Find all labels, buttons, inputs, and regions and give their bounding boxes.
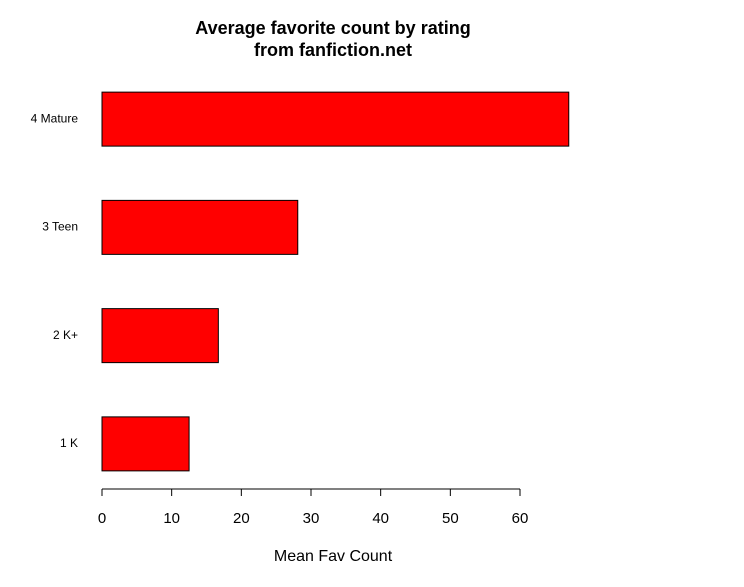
- bar: [101, 416, 190, 472]
- y-tick-label: 1 K: [60, 436, 78, 450]
- chart-subtitle: from fanfiction.net: [254, 40, 412, 60]
- bar: [101, 91, 570, 147]
- y-tick-label: 2 K+: [53, 328, 78, 342]
- y-tick-label: 4 Mature: [31, 111, 79, 125]
- x-tick-label: 60: [512, 510, 529, 527]
- x-tick-label: 0: [98, 510, 106, 527]
- x-tick-label: 10: [163, 510, 180, 527]
- x-axis-label: Mean Fav Count: [274, 548, 393, 565]
- x-tick-label: 40: [372, 510, 389, 527]
- y-tick-label: 3 Teen: [42, 220, 78, 234]
- bar: [101, 308, 219, 364]
- x-tick-label: 30: [303, 510, 320, 527]
- x-tick-label: 50: [442, 510, 459, 527]
- bar: [101, 199, 299, 255]
- x-tick-label: 20: [233, 510, 250, 527]
- chart-title: Average favorite count by rating: [195, 18, 470, 38]
